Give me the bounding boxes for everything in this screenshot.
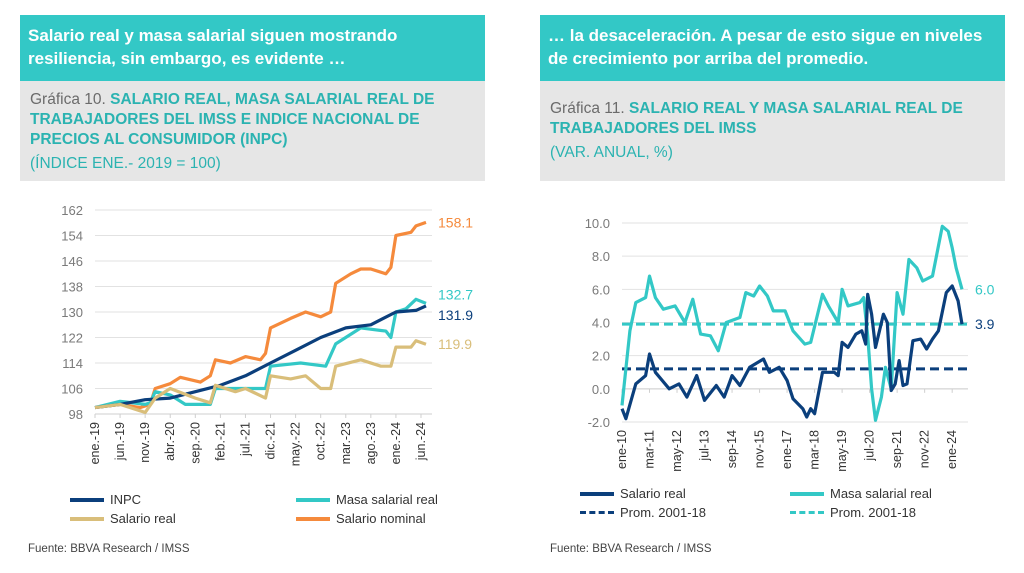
x-tick-label: dic.-21 <box>264 422 278 460</box>
legend-swatch <box>70 516 104 521</box>
y-tick-label: 122 <box>61 331 83 346</box>
x-tick-label: nov.-19 <box>138 422 152 463</box>
legend-item: Salario real <box>70 511 176 526</box>
legend-item: Salario real <box>580 486 686 501</box>
x-tick-label: jul.-21 <box>238 422 252 457</box>
x-tick-label: ene-10 <box>615 430 629 469</box>
chart-unit: (VAR. ANUAL, %) <box>550 144 673 161</box>
legend-label: Salario nominal <box>336 511 426 526</box>
legend-item: Masa salarial real <box>296 492 438 507</box>
right-chart-header: Gráfica 11. SALARIO REAL Y MASA SALARIAL… <box>540 81 1005 181</box>
x-tick-label: feb.-21 <box>213 422 227 461</box>
y-tick-label: 138 <box>61 280 83 295</box>
chart-11: -2.0 0.0 2.0 4.0 6.0 8.0 10.0 ene-10 mar-11 may-1… <box>585 216 995 472</box>
legend-label: Masa salarial real <box>830 486 932 501</box>
y-tick-label: 162 <box>61 203 83 218</box>
x-tick-label: sep-14 <box>725 430 739 468</box>
chart-10: 98 106 114 122 130 138 146 154 162 ene.-19 jun.-19… <box>61 203 473 466</box>
series-line-masa-salarial-real <box>620 224 964 422</box>
x-tick-label: ene-24 <box>945 430 959 469</box>
series-line-masa-salarial-real <box>94 297 427 410</box>
end-value-label: 3.9 <box>975 316 995 332</box>
legend-item: Prom. 2001-18 <box>580 505 706 520</box>
x-tick-label: ago.-23 <box>364 422 378 464</box>
x-tick-label: may-12 <box>670 430 684 472</box>
x-tick-label: mar-11 <box>643 430 657 469</box>
end-value-label: 131.9 <box>438 307 473 323</box>
x-tick-label: ene-17 <box>780 430 794 469</box>
x-tick-label: abr.-20 <box>163 422 177 461</box>
x-tick-label: oct.-22 <box>314 422 328 460</box>
end-value-label: 6.0 <box>975 281 995 297</box>
x-tick-label: mar-18 <box>808 430 822 470</box>
series-line-inpc <box>94 304 427 410</box>
left-banner: Salario real y masa salarial siguen most… <box>20 15 485 81</box>
end-value-label: 119.9 <box>438 336 472 352</box>
x-tick-label: nov-22 <box>918 430 932 468</box>
left-source: Fuente: BBVA Research / IMSS <box>28 543 190 555</box>
x-tick-label: jul-20 <box>863 430 877 462</box>
legend-label: Prom. 2001-18 <box>620 505 706 520</box>
series-line-salario-real <box>94 339 427 414</box>
chart-title: SALARIO REAL, MASA SALARIAL REAL DE TRAB… <box>30 91 435 148</box>
legend-swatch <box>296 497 330 502</box>
y-tick-label: 130 <box>61 305 83 320</box>
y-tick-label: 114 <box>62 356 83 371</box>
legend-item: Masa salarial real <box>790 486 932 501</box>
y-tick-label: 0.0 <box>592 382 610 397</box>
series-line-salario-real <box>620 284 964 421</box>
legend-swatch <box>296 516 330 521</box>
y-tick-label: 8.0 <box>592 249 610 264</box>
x-tick-label: jul-13 <box>698 430 712 462</box>
legend-swatch <box>580 511 614 514</box>
x-tick-label: jun.-19 <box>113 422 127 461</box>
end-value-label: 132.7 <box>438 286 473 302</box>
end-value-label: 158.1 <box>438 214 473 230</box>
chart-title: SALARIO REAL Y MASA SALARIAL REAL DE TRA… <box>550 100 963 137</box>
legend-item: INPC <box>70 492 141 507</box>
right-banner: … la desaceleración. A pesar de esto sig… <box>540 15 1005 81</box>
legend-label: Salario real <box>110 511 176 526</box>
x-tick-label: jun.-24 <box>414 422 428 461</box>
legend-swatch <box>790 511 824 514</box>
chart-unit: (ÍNDICE ENE.- 2019 = 100) <box>30 155 221 172</box>
x-tick-label: nov-15 <box>753 430 767 468</box>
x-tick-label: may-19 <box>835 430 849 472</box>
legend-label: Masa salarial real <box>336 492 438 507</box>
legend-swatch <box>580 491 614 496</box>
y-tick-label: 106 <box>61 382 83 397</box>
y-tick-label: 146 <box>61 254 83 269</box>
right-source: Fuente: BBVA Research / IMSS <box>550 543 712 555</box>
y-tick-label: 4.0 <box>592 316 610 331</box>
y-tick-label: 2.0 <box>592 349 610 364</box>
chart-number: Gráfica 11. <box>550 100 629 117</box>
y-tick-label: 6.0 <box>592 282 610 297</box>
chart-number: Gráfica 10. <box>30 91 111 108</box>
legend-item: Salario nominal <box>296 511 426 526</box>
y-tick-label: -2.0 <box>588 415 610 430</box>
legend-label: INPC <box>110 492 142 507</box>
x-tick-label: ene.-19 <box>88 422 102 464</box>
x-tick-label: may.-22 <box>289 422 303 466</box>
left-chart-header: Gráfica 10. SALARIO REAL, MASA SALARIAL … <box>20 81 485 181</box>
y-tick-label: 10.0 <box>585 216 610 231</box>
series-line-salario-nominal <box>94 220 427 410</box>
x-tick-label: ene.-24 <box>389 422 403 464</box>
legend-label: Prom. 2001-18 <box>830 505 916 520</box>
legend-item: Prom. 2001-18 <box>790 505 916 520</box>
x-tick-label: sep-21 <box>890 430 904 468</box>
legend-swatch <box>790 491 824 496</box>
legend-swatch <box>70 497 104 502</box>
x-tick-label: sep.-20 <box>188 422 202 464</box>
y-tick-label: 154 <box>61 229 83 244</box>
x-tick-label: mar.-23 <box>339 422 353 464</box>
legend-label: Salario real <box>620 486 686 501</box>
y-tick-label: 98 <box>69 407 83 422</box>
